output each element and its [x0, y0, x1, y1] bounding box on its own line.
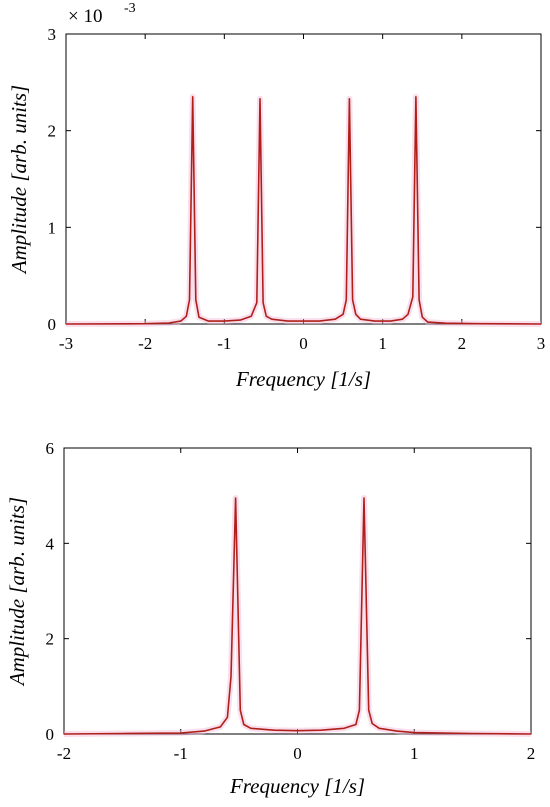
x-tick-label: 1 — [410, 744, 419, 763]
x-tick-label: 1 — [378, 334, 387, 353]
y-tick-label: 3 — [48, 25, 57, 44]
x-axis-label: Frequency [1/s] — [229, 774, 365, 798]
series-line — [65, 96, 542, 325]
y-exponent-label: × 10 — [68, 6, 102, 27]
y-exponent-power: -3 — [124, 1, 136, 16]
y-tick-label: 0 — [46, 725, 55, 744]
x-tick-label: 2 — [458, 334, 467, 353]
x-tick-label: 2 — [527, 744, 536, 763]
top-panel: -3 -2 -1 0 1 2 3 0 1 2 3 × 10 -3 Frequency [1/s] Ampli… — [7, 1, 545, 391]
y-axis-label: Amplitude [arb. units] — [5, 497, 29, 687]
x-tick-label: 0 — [299, 334, 308, 353]
y-tick-label: 0 — [48, 315, 57, 334]
x-tick-label: -1 — [217, 334, 231, 353]
series-line — [63, 497, 532, 735]
y-tick-label: 4 — [46, 534, 55, 553]
x-tick-label: -1 — [174, 744, 188, 763]
x-axis-label: Frequency [1/s] — [235, 367, 371, 391]
x-tick-label: 3 — [537, 334, 546, 353]
plot-frame — [63, 447, 532, 735]
x-tick-label: 0 — [293, 744, 302, 763]
plot-frame — [65, 33, 542, 325]
y-tick-label: 2 — [48, 122, 57, 141]
x-tick-label: -2 — [138, 334, 152, 353]
x-tick-label: -2 — [57, 744, 71, 763]
y-tick-label: 1 — [48, 218, 57, 237]
x-tick-label: -3 — [59, 334, 73, 353]
y-tick-label: 2 — [46, 630, 55, 649]
bottom-panel: -2 -1 0 1 2 0 2 4 6 Frequency [1/s] Amplitude [arb… — [5, 439, 535, 798]
y-tick-label: 6 — [46, 439, 55, 458]
y-axis-label: Amplitude [arb. units] — [7, 85, 31, 275]
